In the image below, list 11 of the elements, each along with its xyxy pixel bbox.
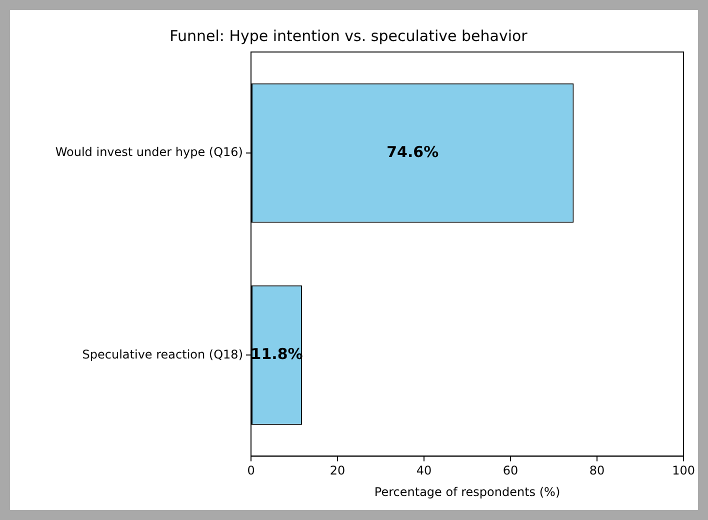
x-tick-label: 80: [589, 464, 605, 478]
x-tick-label: 100: [672, 464, 695, 478]
x-tick-label: 40: [416, 464, 432, 478]
x-tick-label: 60: [502, 464, 518, 478]
x-axis-title: Percentage of respondents (%): [374, 484, 560, 499]
data-label: 74.6%: [386, 142, 439, 161]
chart-title: Funnel: Hype intention vs. speculative behavior: [170, 26, 528, 45]
y-tick-label: Would invest under hype (Q16): [55, 145, 243, 160]
x-tick-label: 20: [330, 464, 346, 478]
y-tick-label: Speculative reaction (Q18): [82, 347, 243, 362]
x-tick-label: 0: [247, 464, 255, 478]
